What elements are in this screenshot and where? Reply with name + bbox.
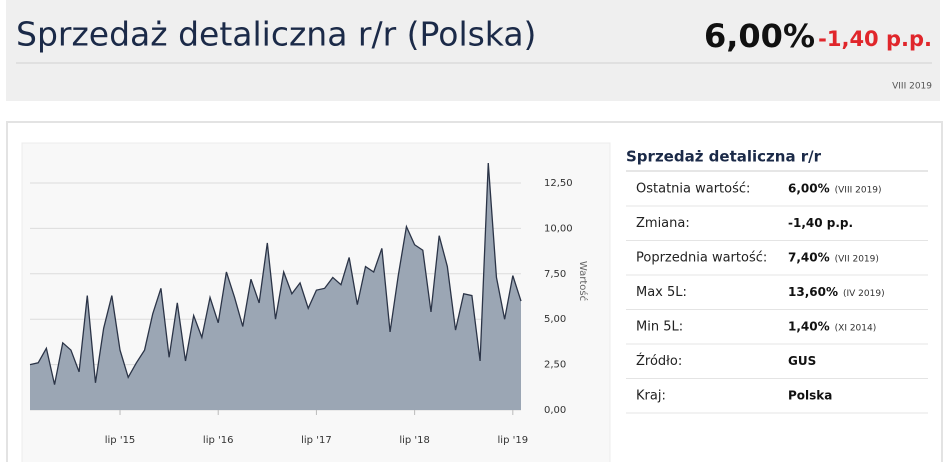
row-value: 1,40% [788, 320, 830, 334]
row-note: (VII 2019) [835, 255, 879, 265]
y-tick-label: 10,00 [544, 223, 573, 234]
row-label: Zmiana: [636, 216, 690, 231]
x-tick-label: lip '15 [105, 435, 136, 446]
row-label: Źródło: [636, 353, 682, 369]
table-title: Sprzedaż detaliczna r/r [626, 148, 822, 166]
row-label: Poprzednia wartość: [636, 251, 767, 266]
y-tick-label: 0,00 [544, 405, 566, 416]
y-tick-label: 12,50 [544, 178, 573, 189]
row-note: (IV 2019) [843, 289, 885, 299]
header-period: VIII 2019 [892, 82, 932, 92]
y-axis-label: Wartość [577, 261, 589, 301]
row-value: 6,00% [788, 182, 830, 196]
area [30, 163, 521, 410]
row-value: 7,40% [788, 251, 830, 265]
page-title: Sprzedaż detaliczna r/r (Polska) [16, 15, 536, 54]
y-tick-label: 2,50 [544, 360, 566, 371]
header-value: 6,00% [704, 17, 815, 55]
row-label: Max 5L: [636, 285, 687, 300]
row-label: Min 5L: [636, 320, 683, 335]
row-value: GUS [788, 354, 816, 368]
x-tick-label: lip '17 [301, 435, 332, 446]
row-note: (VIII 2019) [835, 186, 882, 196]
x-tick-label: lip '18 [399, 435, 430, 446]
line [29, 162, 522, 385]
header-change: -1,40 p.p. [818, 27, 932, 51]
y-tick-label: 7,50 [544, 269, 566, 280]
x-tick-label: lip '19 [498, 435, 529, 446]
row-value: 13,60% [788, 285, 838, 299]
row-label: Ostatnia wartość: [636, 182, 750, 197]
row-value: Polska [788, 389, 832, 403]
header-bg [6, 0, 940, 101]
row-note: (XI 2014) [835, 324, 877, 334]
y-tick-label: 5,00 [544, 314, 566, 325]
row-label: Kraj: [636, 389, 666, 404]
row-value: -1,40 p.p. [788, 216, 853, 230]
x-tick-label: lip '16 [203, 435, 234, 446]
